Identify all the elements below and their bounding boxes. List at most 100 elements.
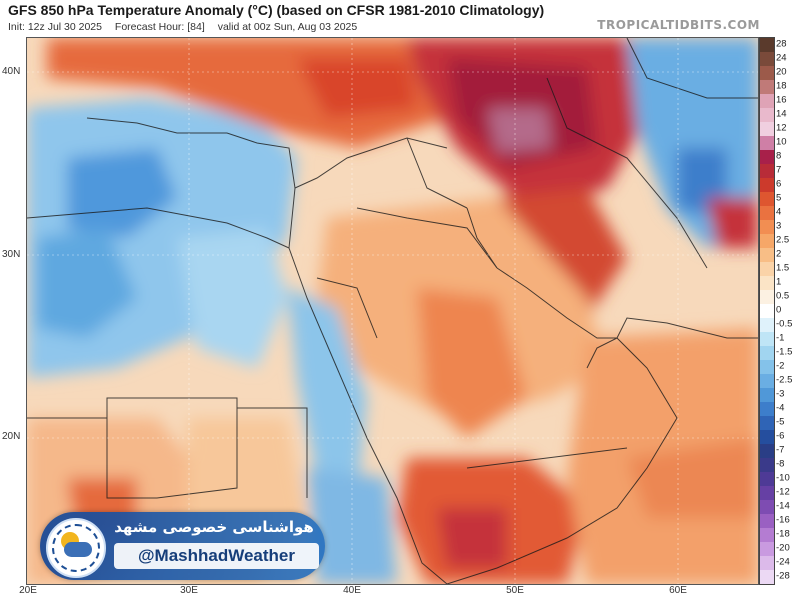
colorbar-tick-label: 2.5 [776,234,790,246]
colorbar-segment [760,360,774,374]
colorbar-tick-label: 6 [776,178,782,190]
colorbar-tick-label: 14 [776,108,787,120]
colorbar-segment [760,374,774,388]
graticule [27,38,758,584]
colorbar-segment [760,388,774,402]
lat-label-20n: 20N [2,431,21,442]
colorbar-segment [760,290,774,304]
colorbar-segment [760,472,774,486]
forecast-hour: Forecast Hour: [84] [114,21,205,33]
colorbar-segment [760,458,774,472]
colorbar-segment [760,38,774,52]
colorbar-segment [760,80,774,94]
colorbar-segment [760,94,774,108]
colorbar-tick-label: 3 [776,220,782,232]
colorbar-tick-label: 18 [776,80,787,92]
colorbar-segment [760,234,774,248]
colorbar-tick-label: -6 [776,430,785,442]
site-brand: TROPICALTIDBITS.COM [597,18,760,32]
colorbar-segment [760,178,774,192]
colorbar-segment [760,542,774,556]
colorbar-segment [760,332,774,346]
colorbar [759,37,775,585]
colorbar-segment [760,486,774,500]
valid-time: valid at 00z Sun, Aug 03 2025 [217,21,358,33]
colorbar-segment [760,402,774,416]
colorbar-tick-label: 20 [776,66,787,78]
colorbar-segment [760,570,774,584]
colorbar-tick-label: -18 [776,528,790,540]
colorbar-segment [760,108,774,122]
colorbar-tick-label: 7 [776,164,782,176]
colorbar-tick-label: -7 [776,444,785,456]
colorbar-segment [760,500,774,514]
init-time: Init: 12z Jul 30 2025 [8,21,102,33]
colorbar-tick-label: 16 [776,94,787,106]
colorbar-tick-label: -24 [776,556,790,568]
colorbar-segment [760,122,774,136]
lon-label-40e: 40E [343,585,361,596]
colorbar-tick-label: -16 [776,514,790,526]
colorbar-tick-label: 5 [776,192,782,204]
colorbar-segment [760,248,774,262]
colorbar-tick-label: 0 [776,304,782,316]
map-title: GFS 850 hPa Temperature Anomaly (°C) (ba… [8,2,545,18]
colorbar-tick-label: 8 [776,150,782,162]
map-canvas [27,38,758,584]
lon-label-30e: 30E [180,585,198,596]
colorbar-tick-label: -1 [776,332,785,344]
colorbar-tick-label: -12 [776,486,790,498]
colorbar-segment [760,262,774,276]
colorbar-segment [760,416,774,430]
colorbar-tick-label: -0.5 [776,318,793,330]
anomaly-field [27,38,758,584]
colorbar-tick-label: 2 [776,248,782,260]
colorbar-tick-label: -4 [776,402,785,414]
colorbar-tick-label: -1.5 [776,346,793,358]
watermark-persian-name: هواشناسی خصوصی مشهد [114,518,314,536]
colorbar-tick-label: 1 [776,276,782,288]
colorbar-tick-label: -5 [776,416,785,428]
colorbar-tick-label: -2.5 [776,374,793,386]
colorbar-tick-label: 28 [776,38,787,50]
colorbar-segment [760,164,774,178]
colorbar-segment [760,192,774,206]
colorbar-segment [760,52,774,66]
colorbar-tick-label: -2 [776,360,785,372]
colorbar-segment [760,304,774,318]
lon-label-20e: 20E [19,585,37,596]
watermark-badge: هواشناسی خصوصی مشهد @MashhadWeather [40,512,325,580]
watermark-handle: @MashhadWeather [114,543,319,569]
colorbar-tick-label: -28 [776,570,790,582]
colorbar-segment [760,318,774,332]
colorbar-tick-label: 10 [776,136,787,148]
lon-label-60e: 60E [669,585,687,596]
colorbar-tick-label: 0.5 [776,290,790,302]
weather-logo-icon [46,518,106,578]
colorbar-segment [760,276,774,290]
colorbar-segment [760,528,774,542]
colorbar-tick-label: -8 [776,458,785,470]
colorbar-tick-label: -3 [776,388,785,400]
anomaly-map [26,37,759,585]
colorbar-segment [760,444,774,458]
colorbar-segment [760,66,774,80]
colorbar-tick-label: 24 [776,52,787,64]
lat-label-30n: 30N [2,249,21,260]
colorbar-tick-label: 4 [776,206,782,218]
lon-label-50e: 50E [506,585,524,596]
colorbar-tick-label: 1.5 [776,262,790,274]
colorbar-segment [760,150,774,164]
colorbar-segment [760,346,774,360]
colorbar-segment [760,136,774,150]
colorbar-tick-label: -14 [776,500,790,512]
colorbar-tick-label: -10 [776,472,790,484]
colorbar-tick-label: -20 [776,542,790,554]
lat-label-40n: 40N [2,66,21,77]
colorbar-segment [760,206,774,220]
colorbar-segment [760,430,774,444]
colorbar-tick-label: 12 [776,122,787,134]
colorbar-segment [760,514,774,528]
run-info: Init: 12z Jul 30 2025 Forecast Hour: [84… [8,21,367,33]
colorbar-segment [760,556,774,570]
